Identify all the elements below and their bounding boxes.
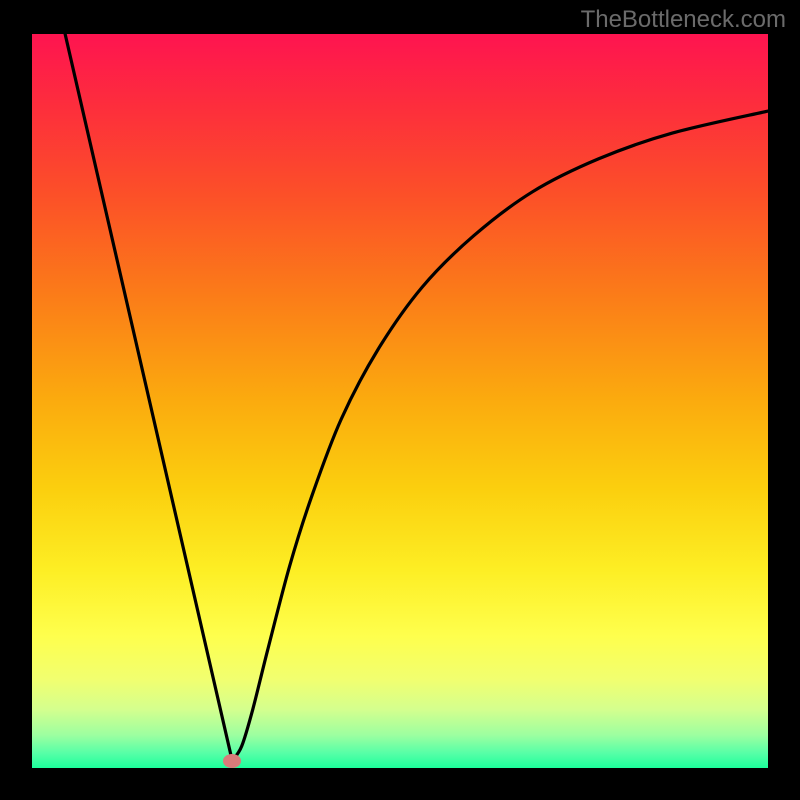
- plot-area: [32, 34, 768, 768]
- watermark-text: TheBottleneck.com: [581, 6, 786, 34]
- minimum-marker: [223, 754, 241, 768]
